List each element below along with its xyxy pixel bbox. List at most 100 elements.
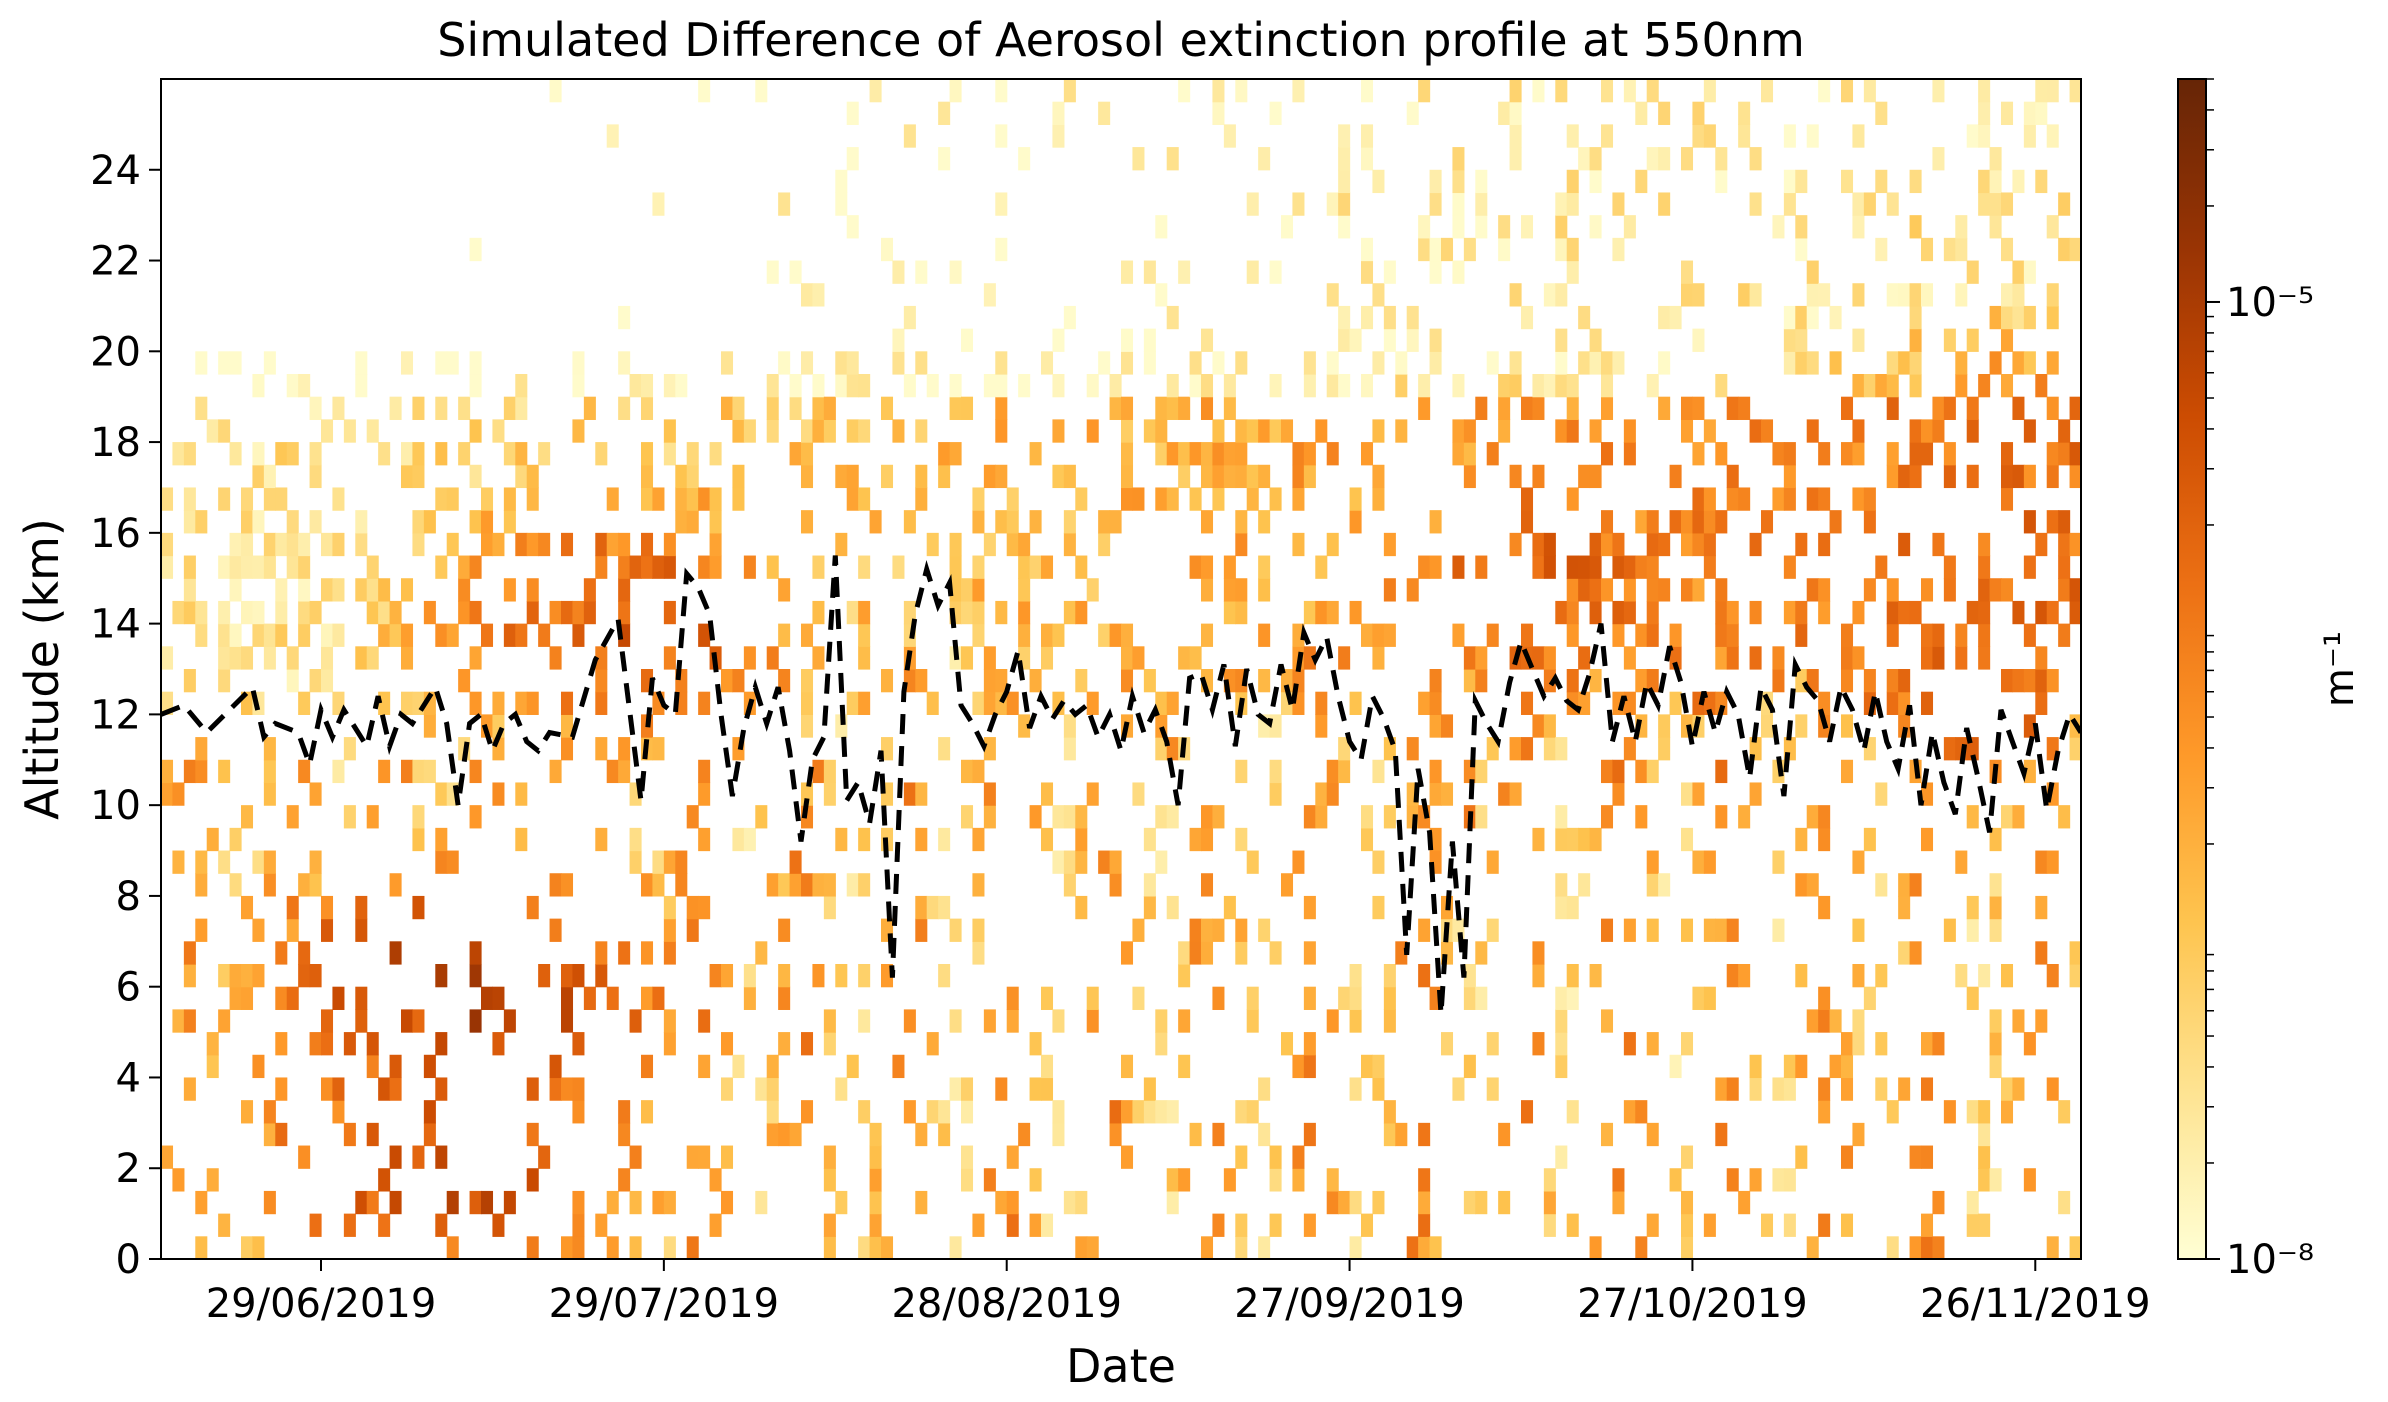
heatmap-cell bbox=[618, 600, 631, 625]
heatmap-cell bbox=[2001, 464, 2014, 489]
heatmap-cell bbox=[332, 532, 345, 557]
heatmap-cell bbox=[892, 555, 905, 579]
heatmap-cell bbox=[469, 1009, 482, 1033]
heatmap-cell bbox=[1966, 124, 1979, 148]
heatmap-cell bbox=[252, 442, 265, 466]
heatmap-cell bbox=[1943, 396, 1956, 420]
heatmap-cell bbox=[1692, 396, 1705, 420]
heatmap-cell bbox=[469, 805, 482, 829]
heatmap-cell bbox=[1806, 260, 1819, 284]
heatmap-cell bbox=[675, 374, 688, 398]
heatmap-cell bbox=[1886, 1236, 1899, 1259]
heatmap-cell bbox=[1589, 600, 1602, 625]
heatmap-cell bbox=[1395, 419, 1408, 443]
heatmap-cell bbox=[1863, 986, 1876, 1010]
heatmap-cell bbox=[2035, 669, 2048, 693]
heatmap-cell bbox=[526, 578, 539, 602]
heatmap-cell bbox=[321, 895, 334, 920]
heatmap-cell bbox=[949, 260, 962, 284]
heatmap-cell bbox=[1121, 669, 1134, 693]
heatmap-cell bbox=[1338, 759, 1351, 784]
heatmap-cell bbox=[1063, 79, 1076, 103]
heatmap-cell bbox=[2069, 79, 2081, 103]
heatmap-cell bbox=[652, 986, 665, 1010]
heatmap-cell bbox=[1955, 623, 1968, 647]
heatmap-cell bbox=[2001, 101, 2014, 125]
heatmap-cell bbox=[1212, 1122, 1225, 1147]
heatmap-cell bbox=[2046, 964, 2059, 988]
heatmap-cell bbox=[172, 442, 185, 466]
heatmap-cell bbox=[1989, 1009, 2002, 1033]
heatmap-cell bbox=[1509, 124, 1522, 148]
heatmap-cell bbox=[1806, 351, 1819, 375]
heatmap-cell bbox=[1018, 555, 1031, 579]
heatmap-cell bbox=[1475, 805, 1488, 829]
heatmap-cell bbox=[1978, 646, 1991, 670]
heatmap-cell bbox=[949, 555, 962, 579]
heatmap-cell bbox=[1463, 669, 1476, 693]
heatmap-cell bbox=[1543, 374, 1556, 398]
heatmap-cell bbox=[732, 396, 745, 420]
heatmap-cell bbox=[298, 691, 311, 715]
heatmap-cell bbox=[858, 600, 871, 625]
heatmap-cell bbox=[1258, 623, 1271, 647]
heatmap-cell bbox=[846, 487, 859, 511]
y-tick-label: 0 bbox=[116, 1237, 141, 1283]
heatmap-cell bbox=[298, 374, 311, 398]
heatmap-cell bbox=[1578, 873, 1591, 897]
heatmap-cell bbox=[1383, 964, 1396, 988]
heatmap-cell bbox=[309, 873, 322, 897]
heatmap-cell bbox=[1646, 600, 1659, 625]
heatmap-cell bbox=[618, 1168, 631, 1192]
heatmap-cell bbox=[1132, 147, 1145, 171]
heatmap-cell bbox=[1852, 124, 1865, 148]
heatmap-cell bbox=[823, 1009, 836, 1033]
heatmap-cell bbox=[1852, 487, 1865, 511]
heatmap-cell bbox=[1338, 192, 1351, 216]
heatmap-cell bbox=[1658, 396, 1671, 420]
heatmap-cell bbox=[698, 623, 711, 647]
heatmap-cell bbox=[1818, 442, 1831, 466]
heatmap-cell bbox=[1338, 986, 1351, 1010]
heatmap-cell bbox=[1418, 374, 1431, 398]
heatmap-cell bbox=[195, 850, 208, 874]
heatmap-cell bbox=[1212, 1213, 1225, 1237]
heatmap-cell bbox=[1841, 759, 1854, 784]
heatmap-cell bbox=[1875, 873, 1888, 897]
heatmap-cell bbox=[161, 1145, 174, 1169]
heatmap-cell bbox=[1852, 419, 1865, 443]
heatmap-cell bbox=[1909, 419, 1922, 443]
heatmap-cell bbox=[1406, 328, 1419, 352]
heatmap-cell bbox=[663, 1009, 676, 1033]
heatmap-cell bbox=[1841, 1032, 1854, 1056]
heatmap-cell bbox=[1783, 1213, 1796, 1237]
heatmap-cell bbox=[2023, 623, 2036, 647]
heatmap-cell bbox=[1041, 351, 1054, 375]
heatmap-cell bbox=[606, 124, 619, 148]
heatmap-cell bbox=[2023, 759, 2036, 784]
heatmap-cell bbox=[995, 669, 1008, 693]
heatmap-cell bbox=[1006, 1213, 1019, 1237]
heatmap-cell bbox=[1886, 691, 1899, 715]
heatmap-cell bbox=[1646, 374, 1659, 398]
heatmap-cell bbox=[1109, 873, 1122, 897]
heatmap-cell bbox=[1703, 555, 1716, 579]
heatmap-cell bbox=[1029, 1168, 1042, 1192]
heatmap-cell bbox=[755, 79, 768, 103]
heatmap-cell bbox=[1223, 374, 1236, 398]
heatmap-cell bbox=[2058, 1100, 2071, 1124]
heatmap-cell bbox=[412, 827, 425, 852]
heatmap-cell bbox=[1715, 646, 1728, 670]
heatmap-cell bbox=[1646, 669, 1659, 693]
heatmap-cell bbox=[1783, 464, 1796, 489]
heatmap-cell bbox=[1509, 737, 1522, 761]
heatmap-cell bbox=[1715, 147, 1728, 171]
heatmap-cell bbox=[515, 464, 528, 489]
heatmap-cell bbox=[1372, 895, 1385, 920]
heatmap-cell bbox=[1566, 600, 1579, 625]
heatmap-cell bbox=[1063, 532, 1076, 557]
heatmap-cell bbox=[2012, 1009, 2025, 1033]
heatmap-cell bbox=[1909, 600, 1922, 625]
heatmap-cell bbox=[1795, 827, 1808, 852]
heatmap-cell bbox=[526, 1236, 539, 1259]
